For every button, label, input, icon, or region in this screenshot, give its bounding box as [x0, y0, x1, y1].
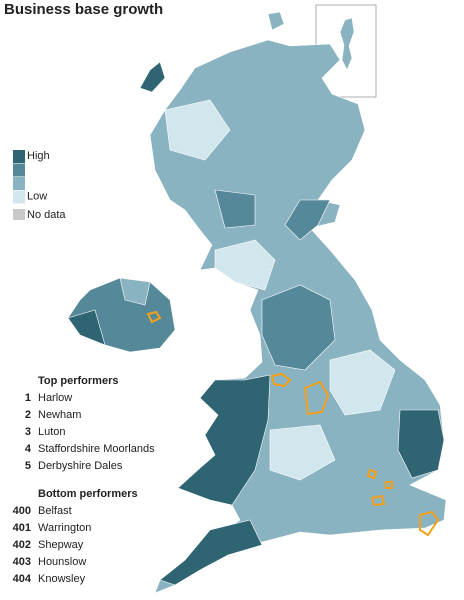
- rank: 401: [13, 522, 31, 534]
- highlight: [303, 380, 330, 416]
- island: [267, 11, 285, 31]
- highlight: [385, 481, 393, 489]
- rank: 400: [13, 505, 31, 517]
- rank: 3: [25, 426, 31, 438]
- region: [214, 239, 276, 291]
- area-name: Newham: [38, 409, 81, 421]
- legend-label: Low: [27, 190, 47, 202]
- area-name: Derbyshire Dales: [38, 460, 123, 472]
- legend-swatch: [13, 163, 25, 177]
- list-heading: Bottom performers: [38, 488, 138, 500]
- area-name: Harlow: [38, 392, 72, 404]
- legend-swatch: [13, 150, 25, 163]
- rank: 403: [13, 556, 31, 568]
- highlight: [419, 510, 440, 537]
- area-name: Shepway: [38, 539, 84, 551]
- area-name: Hounslow: [38, 556, 86, 568]
- shetland: [339, 17, 355, 71]
- title: Business base growth: [4, 1, 163, 18]
- region: [177, 374, 271, 506]
- list-heading: Top performers: [38, 375, 118, 387]
- area-name: Staffordshire Moorlands: [38, 443, 155, 455]
- region: [261, 284, 336, 371]
- rank: 402: [13, 539, 31, 551]
- region: [269, 424, 336, 481]
- region: [67, 309, 106, 346]
- great-britain: [139, 11, 447, 594]
- highlight: [370, 494, 386, 507]
- rank: 404: [13, 573, 32, 585]
- island: [139, 61, 166, 93]
- region: [329, 349, 396, 416]
- highlight: [366, 468, 378, 480]
- rankings: Top performers 1 Harlow 2 Newham 3 Luton 4 Staff…: [13, 375, 155, 585]
- area-name: Warrington: [38, 522, 91, 534]
- region: [159, 519, 263, 586]
- highlight: [270, 372, 292, 388]
- legend: High Low No data: [13, 150, 66, 221]
- region: [214, 189, 256, 229]
- region: [284, 199, 331, 241]
- region: [164, 99, 231, 161]
- area-name: Knowsley: [38, 573, 86, 585]
- legend-label: High: [27, 150, 50, 162]
- area-name: Luton: [38, 426, 66, 438]
- legend-label: No data: [27, 209, 66, 221]
- region: [397, 409, 445, 479]
- legend-swatch: [13, 190, 25, 204]
- region: [119, 277, 151, 306]
- rank: 1: [25, 392, 31, 404]
- legend-swatch: [13, 177, 25, 190]
- area-name: Belfast: [38, 505, 72, 517]
- rank: 5: [25, 460, 31, 472]
- legend-swatch: [13, 209, 25, 220]
- rank: 4: [25, 443, 32, 455]
- rank: 2: [25, 409, 31, 421]
- highlight: [146, 310, 162, 324]
- northern-ireland: [67, 277, 176, 353]
